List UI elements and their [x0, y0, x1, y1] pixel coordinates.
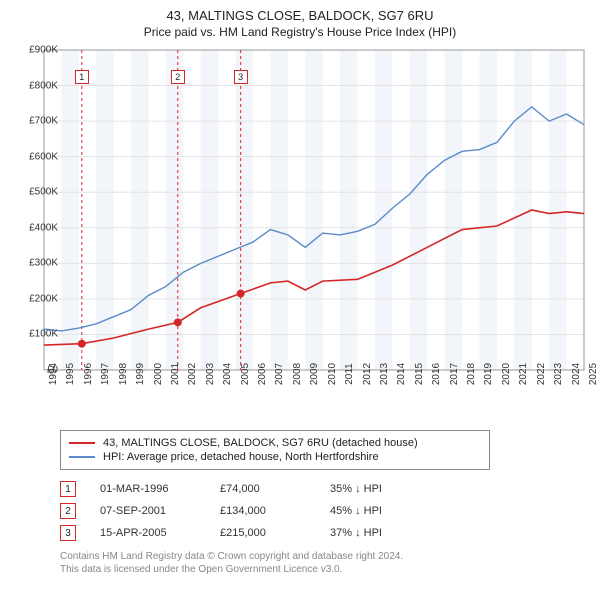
event-row: 2 07-SEP-2001£134,00045% ↓ HPI [60, 500, 450, 522]
ytick-label: £800K [14, 80, 58, 91]
xtick-label: 1995 [65, 363, 76, 385]
event-price: £134,000 [220, 505, 330, 517]
xtick-label: 2017 [449, 363, 460, 385]
event-price: £215,000 [220, 527, 330, 539]
ytick-label: £400K [14, 222, 58, 233]
xtick-label: 1994 [48, 363, 59, 385]
xtick-label: 2013 [379, 363, 390, 385]
chart-area [44, 50, 584, 370]
xtick-label: 2023 [553, 363, 564, 385]
legend-label: 43, MALTINGS CLOSE, BALDOCK, SG7 6RU (de… [103, 437, 418, 449]
attribution-line2: This data is licensed under the Open Gov… [60, 563, 403, 576]
xtick-label: 2006 [257, 363, 268, 385]
marker-number-box: 1 [75, 70, 89, 84]
event-delta: 35% ↓ HPI [330, 483, 450, 495]
xtick-label: 2008 [292, 363, 303, 385]
legend-swatch [69, 442, 95, 444]
ytick-label: £300K [14, 258, 58, 269]
title-block: 43, MALTINGS CLOSE, BALDOCK, SG7 6RU Pri… [0, 0, 600, 43]
attribution: Contains HM Land Registry data © Crown c… [60, 550, 403, 576]
xtick-label: 2010 [327, 363, 338, 385]
xtick-label: 1997 [100, 363, 111, 385]
xtick-label: 2004 [222, 363, 233, 385]
xtick-label: 2009 [309, 363, 320, 385]
event-number-box: 3 [60, 525, 76, 541]
xtick-label: 2021 [518, 363, 529, 385]
event-number-box: 1 [60, 481, 76, 497]
chart-container: 43, MALTINGS CLOSE, BALDOCK, SG7 6RU Pri… [0, 0, 600, 590]
xtick-label: 2014 [396, 363, 407, 385]
ytick-label: £100K [14, 329, 58, 340]
event-delta: 45% ↓ HPI [330, 505, 450, 517]
xtick-label: 2012 [362, 363, 373, 385]
xtick-label: 2011 [344, 363, 355, 385]
xtick-label: 2007 [274, 363, 285, 385]
xtick-label: 2022 [536, 363, 547, 385]
marker-number-box: 3 [234, 70, 248, 84]
ytick-label: £500K [14, 187, 58, 198]
event-number-box: 2 [60, 503, 76, 519]
chart-svg [44, 50, 584, 370]
xtick-label: 2000 [153, 363, 164, 385]
event-row: 3 15-APR-2005£215,00037% ↓ HPI [60, 522, 450, 544]
xtick-label: 1998 [118, 363, 129, 385]
xtick-label: 2005 [240, 363, 251, 385]
xtick-label: 2025 [588, 363, 599, 385]
ytick-label: £700K [14, 116, 58, 127]
legend-box: 43, MALTINGS CLOSE, BALDOCK, SG7 6RU (de… [60, 430, 490, 470]
event-date: 01-MAR-1996 [100, 483, 220, 495]
ytick-label: £200K [14, 293, 58, 304]
legend-row: HPI: Average price, detached house, Nort… [69, 451, 481, 463]
event-date: 15-APR-2005 [100, 527, 220, 539]
xtick-label: 1996 [83, 363, 94, 385]
event-delta: 37% ↓ HPI [330, 527, 450, 539]
legend-label: HPI: Average price, detached house, Nort… [103, 451, 379, 463]
xtick-label: 2020 [501, 363, 512, 385]
marker-number-box: 2 [171, 70, 185, 84]
xtick-label: 2024 [571, 363, 582, 385]
xtick-label: 2018 [466, 363, 477, 385]
event-row: 1 01-MAR-1996£74,00035% ↓ HPI [60, 478, 450, 500]
legend-row: 43, MALTINGS CLOSE, BALDOCK, SG7 6RU (de… [69, 437, 481, 449]
xtick-label: 2002 [187, 363, 198, 385]
xtick-label: 2016 [431, 363, 442, 385]
ytick-label: £600K [14, 151, 58, 162]
events-block: 1 01-MAR-1996£74,00035% ↓ HPI 2 07-SEP-2001… [60, 478, 450, 544]
event-price: £74,000 [220, 483, 330, 495]
xtick-label: 2019 [483, 363, 494, 385]
xtick-label: 2001 [170, 363, 181, 385]
attribution-line1: Contains HM Land Registry data © Crown c… [60, 550, 403, 563]
xtick-label: 2015 [414, 363, 425, 385]
title-line2: Price paid vs. HM Land Registry's House … [0, 25, 600, 39]
xtick-label: 2003 [205, 363, 216, 385]
event-date: 07-SEP-2001 [100, 505, 220, 517]
legend-swatch [69, 456, 95, 458]
ytick-label: £900K [14, 45, 58, 56]
title-line1: 43, MALTINGS CLOSE, BALDOCK, SG7 6RU [0, 8, 600, 23]
xtick-label: 1999 [135, 363, 146, 385]
